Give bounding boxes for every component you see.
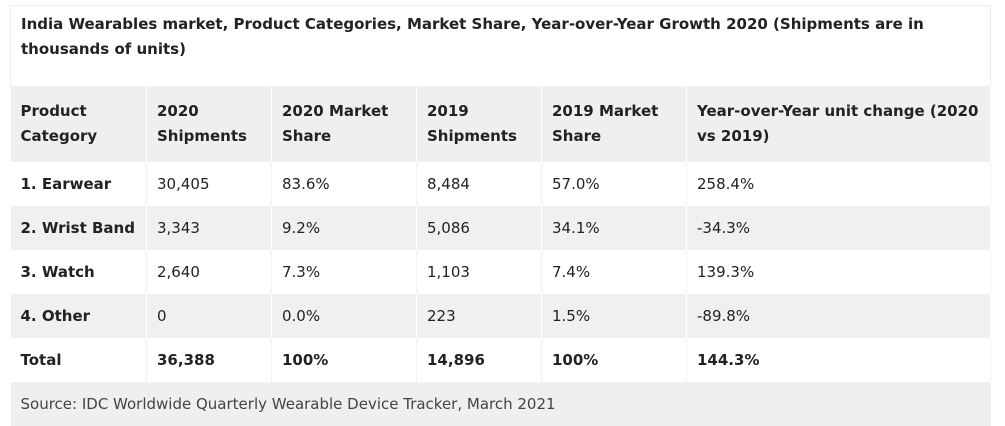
table-cell: 30,405	[146, 162, 272, 206]
table-cell: 3,343	[146, 206, 272, 250]
table-cell: 83.6%	[271, 162, 417, 206]
table-cell: 2. Wrist Band	[10, 206, 147, 250]
table-row: 1. Earwear 30,405 83.6% 8,484 57.0% 258.…	[10, 162, 992, 206]
total-cell: 14,896	[416, 338, 542, 382]
table-cell: 1.5%	[541, 294, 687, 338]
table-container: India Wearables market, Product Categori…	[9, 5, 992, 426]
table-cell: -34.3%	[686, 206, 992, 250]
table-cell: 0.0%	[271, 294, 417, 338]
table-title: India Wearables market, Product Categori…	[9, 5, 992, 86]
table-row: 3. Watch 2,640 7.3% 1,103 7.4% 139.3%	[10, 250, 992, 294]
table-cell: 2,640	[146, 250, 272, 294]
total-cell: 144.3%	[686, 338, 992, 382]
wearables-market-table: India Wearables market, Product Categori…	[9, 5, 992, 426]
table-cell: 3. Watch	[10, 250, 147, 294]
table-cell: 4. Other	[10, 294, 147, 338]
table-body: 1. Earwear 30,405 83.6% 8,484 57.0% 258.…	[10, 162, 992, 338]
table-cell: 7.4%	[541, 250, 687, 294]
total-cell: 100%	[271, 338, 417, 382]
column-header-2019-market-share: 2019 Market Share	[541, 86, 687, 162]
total-cell: 100%	[541, 338, 687, 382]
table-cell: 139.3%	[686, 250, 992, 294]
table-cell: 258.4%	[686, 162, 992, 206]
table-row: 2. Wrist Band 3,343 9.2% 5,086 34.1% -34…	[10, 206, 992, 250]
column-header-product-category: Product Category	[10, 86, 147, 162]
column-header-2020-market-share: 2020 Market Share	[271, 86, 417, 162]
column-header-2020-shipments: 2020 Shipments	[146, 86, 272, 162]
table-cell: 223	[416, 294, 542, 338]
total-cell: 36,388	[146, 338, 272, 382]
table-cell: 8,484	[416, 162, 542, 206]
table-source-row: Source: IDC Worldwide Quarterly Wearable…	[10, 382, 991, 426]
table-title-row: India Wearables market, Product Categori…	[9, 5, 992, 86]
column-header-yoy-change: Year-over-Year unit change (2020 vs 2019…	[686, 86, 992, 162]
table-header-row: Product Category 2020 Shipments 2020 Mar…	[10, 86, 992, 162]
table-cell: 5,086	[416, 206, 542, 250]
table-cell: 9.2%	[271, 206, 417, 250]
table-cell: 1. Earwear	[10, 162, 147, 206]
table-cell: 34.1%	[541, 206, 687, 250]
table-source-note: Source: IDC Worldwide Quarterly Wearable…	[10, 382, 991, 426]
table-total-row: Total 36,388 100% 14,896 100% 144.3%	[10, 338, 992, 382]
table-cell: 1,103	[416, 250, 542, 294]
table-cell: 7.3%	[271, 250, 417, 294]
total-label: Total	[10, 338, 147, 382]
table-row: 4. Other 0 0.0% 223 1.5% -89.8%	[10, 294, 992, 338]
table-cell: -89.8%	[686, 294, 992, 338]
column-header-2019-shipments: 2019 Shipments	[416, 86, 542, 162]
table-cell: 57.0%	[541, 162, 687, 206]
table-cell: 0	[146, 294, 272, 338]
